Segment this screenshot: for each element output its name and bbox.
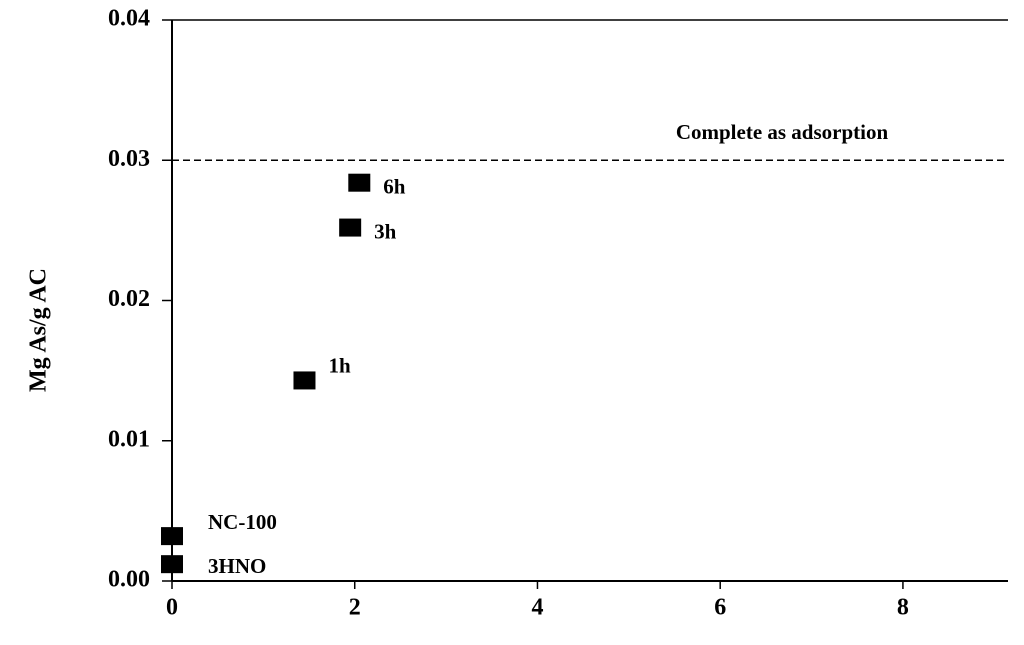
point bbox=[161, 527, 183, 546]
x-tick-label: 2 bbox=[349, 595, 361, 621]
y-tick-label: 0.00 bbox=[108, 567, 150, 593]
y-tick-label: 0.01 bbox=[108, 426, 150, 452]
y-tick-label: 0.02 bbox=[108, 286, 150, 312]
point-label: NC-100 bbox=[208, 510, 277, 534]
point bbox=[348, 173, 371, 192]
point-label: 3HNO bbox=[208, 554, 266, 578]
point bbox=[339, 218, 362, 237]
reference-label: Complete as adsorption bbox=[676, 120, 889, 144]
x-tick-label: 0 bbox=[166, 595, 178, 621]
y-tick-label: 0.04 bbox=[108, 6, 150, 32]
point bbox=[293, 371, 316, 390]
point-label: 3h bbox=[374, 219, 397, 243]
point-label: 6h bbox=[383, 175, 406, 199]
x-tick-label: 8 bbox=[897, 595, 909, 621]
point-label: 1h bbox=[328, 353, 351, 377]
x-tick-label: 6 bbox=[714, 595, 726, 621]
y-tick-label: 0.03 bbox=[108, 146, 150, 172]
point bbox=[161, 555, 183, 574]
x-tick-label: 4 bbox=[531, 595, 543, 621]
y-axis-label: Mg As/g AC bbox=[26, 268, 52, 392]
